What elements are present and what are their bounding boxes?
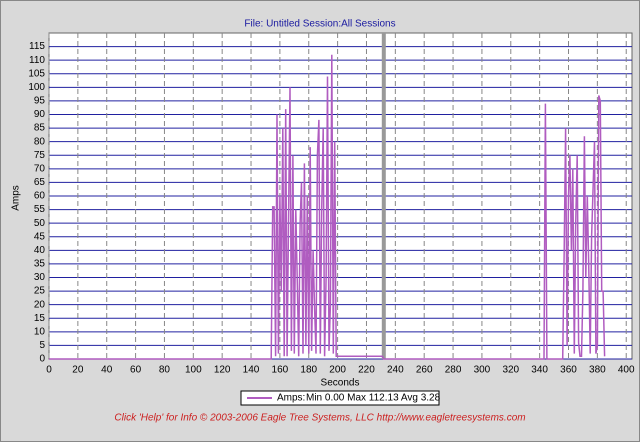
x-tick-label: 40: [101, 365, 113, 376]
x-tick-label: 60: [130, 365, 142, 376]
x-tick-label: 300: [474, 365, 491, 376]
y-tick-label: 70: [34, 163, 46, 174]
y-tick-label: 0: [39, 354, 45, 365]
y-tick-label: 30: [34, 272, 46, 283]
x-tick-label: 100: [185, 365, 202, 376]
legend-label: Amps:: [277, 393, 305, 404]
x-tick-label: 400: [618, 365, 635, 376]
y-tick-label: 105: [28, 68, 45, 79]
y-tick-label: 75: [34, 150, 46, 161]
y-tick-label: 110: [29, 55, 45, 66]
y-tick-label: 85: [34, 123, 46, 134]
x-tick-label: 180: [300, 365, 317, 376]
x-tick-label: 280: [445, 365, 462, 376]
y-tick-label: 80: [34, 136, 46, 147]
y-tick-label: 25: [34, 286, 46, 297]
x-axis-label: Seconds: [321, 378, 360, 389]
x-tick-label: 340: [531, 365, 548, 376]
x-tick-label: 360: [560, 365, 577, 376]
x-tick-label: 320: [502, 365, 519, 376]
x-tick-label: 240: [387, 365, 404, 376]
y-tick-label: 15: [34, 313, 46, 324]
legend-box: [240, 390, 440, 406]
y-tick-label: 60: [34, 191, 46, 202]
footer: Click 'Help' for Info © 2003-2006 Eagle …: [114, 413, 525, 424]
y-tick-label: 10: [34, 326, 46, 337]
y-tick-label: 55: [34, 204, 46, 215]
x-tick-label: 0: [46, 365, 52, 376]
y-tick-label: 35: [34, 259, 46, 270]
legend-stats: Min 0.00 Max 112.13 Avg 3.28: [306, 393, 441, 404]
y-tick-label: 95: [34, 96, 46, 107]
x-tick-label: 120: [214, 365, 231, 376]
x-tick-label: 380: [589, 365, 606, 376]
y-tick-label: 90: [34, 109, 46, 120]
y-tick-label: 50: [34, 218, 46, 229]
y-tick-label: 115: [29, 41, 45, 52]
y-tick-label: 45: [34, 231, 46, 242]
y-tick-label: 5: [39, 340, 45, 351]
x-tick-label: 20: [72, 365, 84, 376]
x-tick-label: 80: [159, 365, 171, 376]
chart-title: File: Untitled Session:All Sessions: [244, 19, 395, 30]
y-axis-label: Amps: [11, 185, 22, 211]
x-tick-label: 160: [272, 365, 289, 376]
x-tick-label: 220: [358, 365, 375, 376]
y-tick-label: 65: [34, 177, 46, 188]
y-tick-label: 100: [28, 82, 45, 93]
x-tick-label: 200: [329, 365, 346, 376]
data-line: [49, 54, 606, 360]
y-tick-label: 20: [34, 299, 46, 310]
x-tick-label: 260: [416, 365, 433, 376]
x-tick-label: 140: [243, 365, 260, 376]
y-tick-label: 40: [34, 245, 46, 256]
